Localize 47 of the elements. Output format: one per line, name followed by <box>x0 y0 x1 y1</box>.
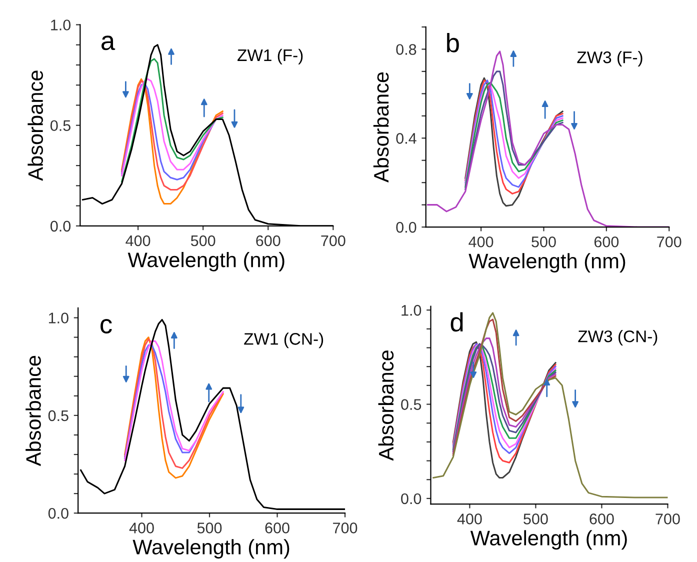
x-tick-label: 500 <box>532 236 556 248</box>
y-tick-label: 0.0 <box>48 508 68 519</box>
y-axis-title: Absorbance <box>378 350 394 461</box>
x-tick-label: 700 <box>657 236 682 248</box>
x-tick-label: 400 <box>457 514 482 524</box>
annotation: a <box>102 36 116 50</box>
line-series <box>124 344 197 460</box>
y-axis-title: Absorbance <box>373 72 389 183</box>
y-tick-label: 0.0 <box>396 222 416 233</box>
x-tick-label: 600 <box>265 522 290 534</box>
annotation: ZW1 (CN-) <box>244 332 324 348</box>
x-tick-label: 600 <box>590 514 614 524</box>
annotation: ZW3 (F-) <box>577 50 642 67</box>
x-tick-label: 700 <box>656 514 680 524</box>
y-tick-label: 0.5 <box>401 399 422 410</box>
y-tick-label: 0.0 <box>50 220 71 232</box>
x-tick-label: 700 <box>333 522 358 534</box>
annotation: ZW1 (F-) <box>238 48 303 64</box>
x-axis-title: Wavelength (nm) <box>468 253 626 273</box>
x-tick-label: 500 <box>197 522 222 534</box>
x-tick-label: 400 <box>129 522 154 534</box>
y-tick-label: 1.0 <box>402 304 422 316</box>
x-tick-label: 600 <box>594 236 619 248</box>
line-series <box>432 312 668 498</box>
annotation: d <box>450 312 463 332</box>
x-tick-label: 700 <box>321 235 346 246</box>
annotation: b <box>447 32 459 52</box>
x-axis-title: Wavelength (nm) <box>470 530 627 550</box>
annotation: ZW3 (CN-) <box>578 330 658 346</box>
y-tick-label: 0.4 <box>396 132 416 144</box>
x-tick-label: 400 <box>468 236 494 248</box>
line-series <box>121 58 224 182</box>
y-tick-label: 1.0 <box>48 312 68 324</box>
y-axis-title: Absorbance <box>26 356 41 466</box>
y-tick-label: 0.5 <box>50 120 70 132</box>
x-tick-label: 500 <box>524 514 548 524</box>
x-tick-label: 400 <box>126 235 150 246</box>
x-tick-label: 500 <box>190 235 216 246</box>
y-axis-title: Absorbance <box>28 70 43 181</box>
y-tick-label: 0.8 <box>396 44 416 55</box>
x-axis-title: Wavelength (nm) <box>128 252 284 272</box>
y-tick-label: 0.5 <box>48 410 68 422</box>
y-tick-label: 0.0 <box>401 493 422 504</box>
x-axis-title: Wavelength (nm) <box>132 539 290 559</box>
x-tick-label: 600 <box>256 235 280 246</box>
annotation: c <box>100 319 112 334</box>
y-tick-label: 1.0 <box>51 20 71 30</box>
